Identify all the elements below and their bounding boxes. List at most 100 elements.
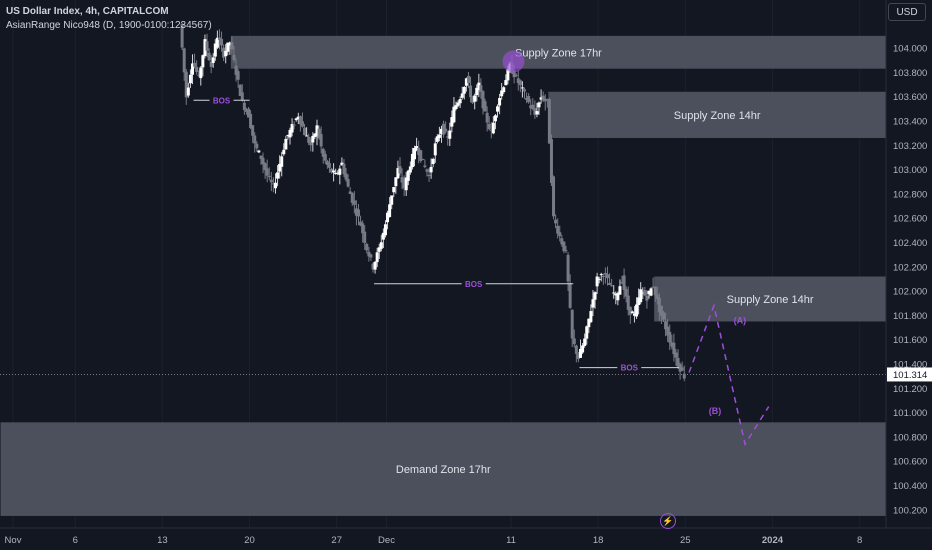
candle-body [522,89,526,92]
time-tick-label: 20 [244,535,255,546]
candle-body [251,125,255,136]
candle-body [363,231,367,244]
candle-body [373,261,377,270]
candle-body [614,293,618,296]
time-tick-label: 2024 [762,535,784,546]
time-tick-label: 25 [680,535,691,546]
candle-body [338,168,342,175]
candle-body [647,290,651,295]
candle-body [678,364,682,372]
candle-body [332,170,336,173]
zone-label: Demand Zone 17hr [396,464,491,476]
candle-body [417,147,421,155]
candle-body [547,99,551,144]
candle-body [597,278,601,280]
candle-body [186,87,190,96]
candle-body [680,367,684,371]
candle-body [525,98,529,100]
candle-body [645,295,649,301]
candle-body [265,168,269,176]
candle-body [367,251,371,257]
candle-body [564,250,568,252]
candle-body [489,129,493,131]
candle-body [446,136,450,138]
candle-body [583,338,587,346]
symbol-title: US Dollar Index, 4h, CAPITALCOM [6,6,169,17]
candle-body [232,54,236,61]
candle-body [506,69,510,81]
candle-body [361,223,365,234]
candle-body [242,102,246,111]
candle-body [635,304,639,317]
candle-body [433,143,437,156]
candle-body [460,93,464,98]
candle-body [477,82,481,91]
candle-body [344,173,348,180]
candle-body [377,247,381,252]
candle-body [587,318,591,328]
candle-body [450,117,454,127]
price-tick-label: 101.200 [893,384,927,395]
candle-body [305,135,309,137]
candle-body [639,289,643,303]
time-tick-label: 11 [506,535,516,546]
candle-body [527,96,531,103]
projection: (A) (B) [0,303,886,447]
candle-body [649,288,653,296]
candle-body [682,373,686,379]
candle-body [296,116,300,120]
candle-body [431,158,435,165]
candle-body [234,65,238,75]
candle-body [282,149,286,155]
candle-body [427,175,431,177]
candle-body [406,170,410,181]
candle-body [537,102,541,108]
candle-body [236,71,240,80]
candle-body [541,95,545,101]
candle-body [558,232,562,237]
currency-button[interactable]: USD [888,3,926,21]
candle-body [182,48,186,73]
price-tick-label: 104.000 [893,44,927,55]
axis-bg [886,0,932,550]
candle-body [653,286,657,296]
candle-body [626,295,630,310]
price-tick-label: 103.400 [893,116,927,127]
candle-body [278,163,282,172]
price-tick-label: 100.600 [893,457,927,468]
candle-body [240,92,244,101]
time-tick-label: 27 [331,535,342,546]
candle-body [570,309,574,339]
candle-body [392,187,396,193]
candle-body [197,74,201,76]
price-axis: 100.200 100.400 100.600 100.800 101.000 101.2… [885,0,932,550]
candle-body [485,112,489,123]
candle-body [226,42,230,52]
candle-body [672,342,676,355]
candle-body [354,208,358,216]
price-tick-label: 102.400 [893,238,927,249]
candle-body [402,179,406,189]
candle-body [255,143,259,149]
candle-body [288,129,292,138]
price-tick-label: 100.800 [893,432,927,443]
candle-body [325,161,329,166]
wave-label: (A) [734,316,747,326]
candle-body [657,297,661,313]
candle-body [456,102,460,106]
candle-body [624,288,628,297]
lightning-icon[interactable]: ⚡ [660,513,676,529]
candle-body [591,299,595,308]
candle-body [336,172,340,174]
candle-body [479,85,483,92]
candle-body [608,282,612,285]
candle-body [473,95,477,102]
candle-body [603,273,607,275]
candle-body [556,225,560,234]
candle-body [253,135,257,144]
candle-body [230,42,234,50]
candle-body [311,135,315,143]
candle-body [244,109,248,112]
candle-body [589,311,593,323]
